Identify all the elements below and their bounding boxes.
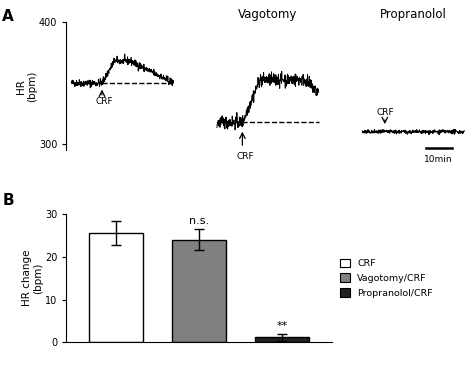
Bar	[89, 233, 143, 342]
Text: CRF: CRF	[236, 152, 254, 161]
Text: 10min: 10min	[424, 155, 453, 164]
Title: Propranolol: Propranolol	[380, 8, 447, 21]
Text: CRF: CRF	[96, 97, 113, 106]
Text: **: **	[276, 321, 288, 331]
Bar	[172, 240, 226, 342]
Text: CRF: CRF	[376, 108, 393, 117]
Legend: CRF, Vagotomy/CRF, Propranolol/CRF: CRF, Vagotomy/CRF, Propranolol/CRF	[340, 259, 433, 298]
Text: A: A	[2, 9, 14, 24]
Y-axis label: HR
(bpm): HR (bpm)	[16, 70, 37, 102]
Y-axis label: HR change
(bpm): HR change (bpm)	[22, 250, 44, 307]
Bar	[255, 337, 309, 342]
Text: n.s.: n.s.	[189, 216, 209, 226]
Text: B: B	[2, 193, 14, 208]
Title: Vagotomy: Vagotomy	[238, 8, 298, 21]
